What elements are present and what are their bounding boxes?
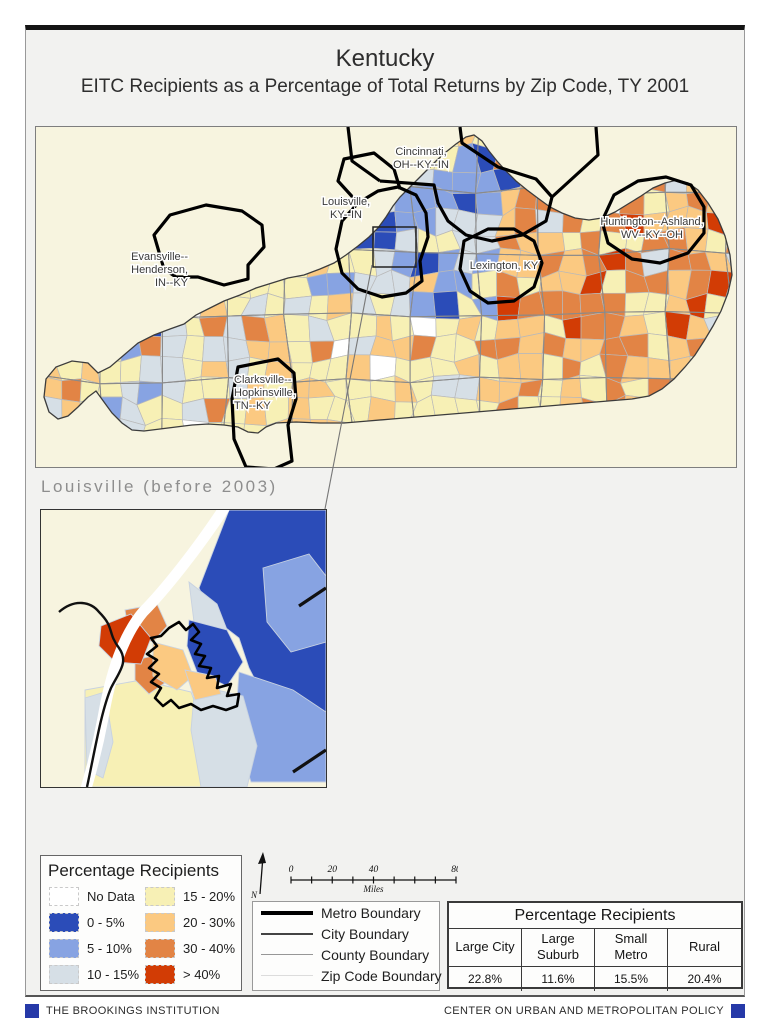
louisville-inset-svg (41, 510, 326, 787)
legend-label: 15 - 20% (183, 888, 236, 904)
county-boundary-line-sample (261, 954, 313, 955)
boundary-label: County Boundary (321, 946, 430, 963)
legend-title: Percentage Recipients (48, 861, 220, 880)
table-value: 20.4% (687, 971, 722, 986)
footer-left: THE BROOKINGS INSTITUTION (25, 1004, 220, 1018)
footer-right: CENTER ON URBAN AND METROPOLITAN POLICY (444, 1004, 745, 1018)
footer-left-text: THE BROOKINGS INSTITUTION (46, 1005, 220, 1017)
legend-label: No Data (87, 888, 135, 904)
swatch-5-10 (49, 938, 79, 958)
swatch-over-40 (145, 964, 175, 984)
table-value: 15.5% (595, 966, 668, 991)
percentage-recipients-table: Percentage Recipients Large City Large S… (447, 901, 743, 991)
legend-item: 20 - 30% (141, 909, 237, 935)
metro-label-cincinnati: Cincinnati, OH--KY--IN (393, 146, 449, 171)
boundary-row: Metro Boundary (253, 902, 439, 923)
legend-item: 5 - 10% (45, 935, 141, 961)
legend-label: > 40% (183, 966, 221, 982)
ohio-river (80, 510, 230, 787)
swatch-15-20 (145, 886, 175, 906)
page-title: Kentucky (335, 45, 435, 72)
legend-item: 30 - 40% (141, 935, 237, 961)
boundary-label: City Boundary (321, 925, 409, 942)
metro-label-evansville: Evansville--Henderson, IN--KY (131, 251, 189, 289)
legend-label: 0 - 5% (87, 914, 125, 930)
boundary-row: Zip Code Boundary (253, 965, 442, 986)
inset-metro-boundary (292, 586, 326, 774)
scale-tick-label: 80 (451, 865, 458, 875)
table-col-header: Small Metro (595, 929, 668, 967)
zip-boundary-line-sample (261, 975, 313, 976)
swatch-30-40 (145, 938, 175, 958)
legend-grid: No Data 15 - 20% 0 - 5% 20 - 30% 5 - 10% (41, 883, 241, 987)
boundary-label: Metro Boundary (321, 904, 421, 921)
brookings-logo-square (25, 1004, 39, 1018)
kentucky-map-svg: Cincinnati, OH--KY--IN Louisville, KY--IN Ev… (36, 127, 736, 467)
metro-label-clarksville: Clarksville--Hopkinsville, TN--KY (234, 374, 296, 412)
swatch-0-5 (49, 912, 79, 932)
metro-label-lexington: Lexington, KY (470, 260, 539, 272)
scale-tick-label: 20 (328, 865, 338, 875)
metro-label-huntington: Huntington--Ashland, WV--KY--OH (600, 216, 703, 241)
legend-item: 15 - 20% (141, 883, 237, 909)
table-value: 22.8% (449, 966, 522, 991)
cump-logo-square (731, 1004, 745, 1018)
legend-label: 10 - 15% (87, 966, 140, 982)
scale-tick-label: 0 (289, 865, 294, 875)
swatch-10-15 (49, 964, 79, 984)
legend-label: 30 - 40% (183, 940, 236, 956)
louisville-city-boundary (145, 620, 241, 712)
inset-state-boundary (58, 601, 125, 787)
kentucky-map: Cincinnati, OH--KY--IN Louisville, KY--IN Ev… (35, 126, 737, 468)
inset-extent-rectangle (372, 226, 417, 268)
legend-label: 5 - 10% (87, 940, 132, 956)
north-label: N (250, 890, 258, 900)
legend-label: 20 - 30% (183, 914, 236, 930)
table-col-header: Large City (449, 929, 522, 967)
swatch-20-30 (145, 912, 175, 932)
metro-boundary-line-sample (261, 910, 313, 915)
scale-bar: N 0 20 40 80 Miles (248, 850, 461, 902)
page-subtitle: EITC Recipients as a Percentage of Total… (80, 76, 690, 97)
legend-item: 0 - 5% (45, 909, 141, 935)
boundary-row: County Boundary (253, 944, 439, 965)
scale-unit-label: Miles (363, 884, 384, 894)
metro-label-louisville: Louisville, KY--IN (322, 196, 370, 221)
footer: THE BROOKINGS INSTITUTION CENTER ON URBA… (25, 1001, 745, 1021)
legend-item: 10 - 15% (45, 961, 141, 987)
table-col-header: Rural (668, 929, 741, 967)
louisville-inset-map (40, 509, 327, 788)
scale-bar-svg: N 0 20 40 80 Miles (250, 852, 461, 900)
table-title: Percentage Recipients (449, 903, 741, 929)
scale-tick-label: 40 (369, 865, 379, 875)
map-sheet: Kentucky EITC Recipients as a Percentage… (25, 25, 745, 997)
boundary-label: Zip Code Boundary (321, 967, 442, 984)
boundary-row: City Boundary (253, 923, 439, 944)
legend-item: No Data (45, 883, 141, 909)
metro-boundaries (152, 127, 706, 467)
table-col-header: Large Suburb (522, 929, 595, 967)
inset-title: Louisville (before 2003) (41, 477, 278, 496)
swatch-no-data (49, 886, 79, 906)
city-boundary-line-sample (261, 932, 313, 935)
legend-item: > 40% (141, 961, 237, 987)
boundary-legend: Metro Boundary City Boundary County Boun… (252, 901, 442, 991)
table-value: 11.6% (522, 966, 595, 991)
footer-right-text: CENTER ON URBAN AND METROPOLITAN POLICY (443, 1005, 724, 1017)
choropleth-legend: Percentage Recipients No Data 15 - 20% 0… (40, 855, 242, 991)
